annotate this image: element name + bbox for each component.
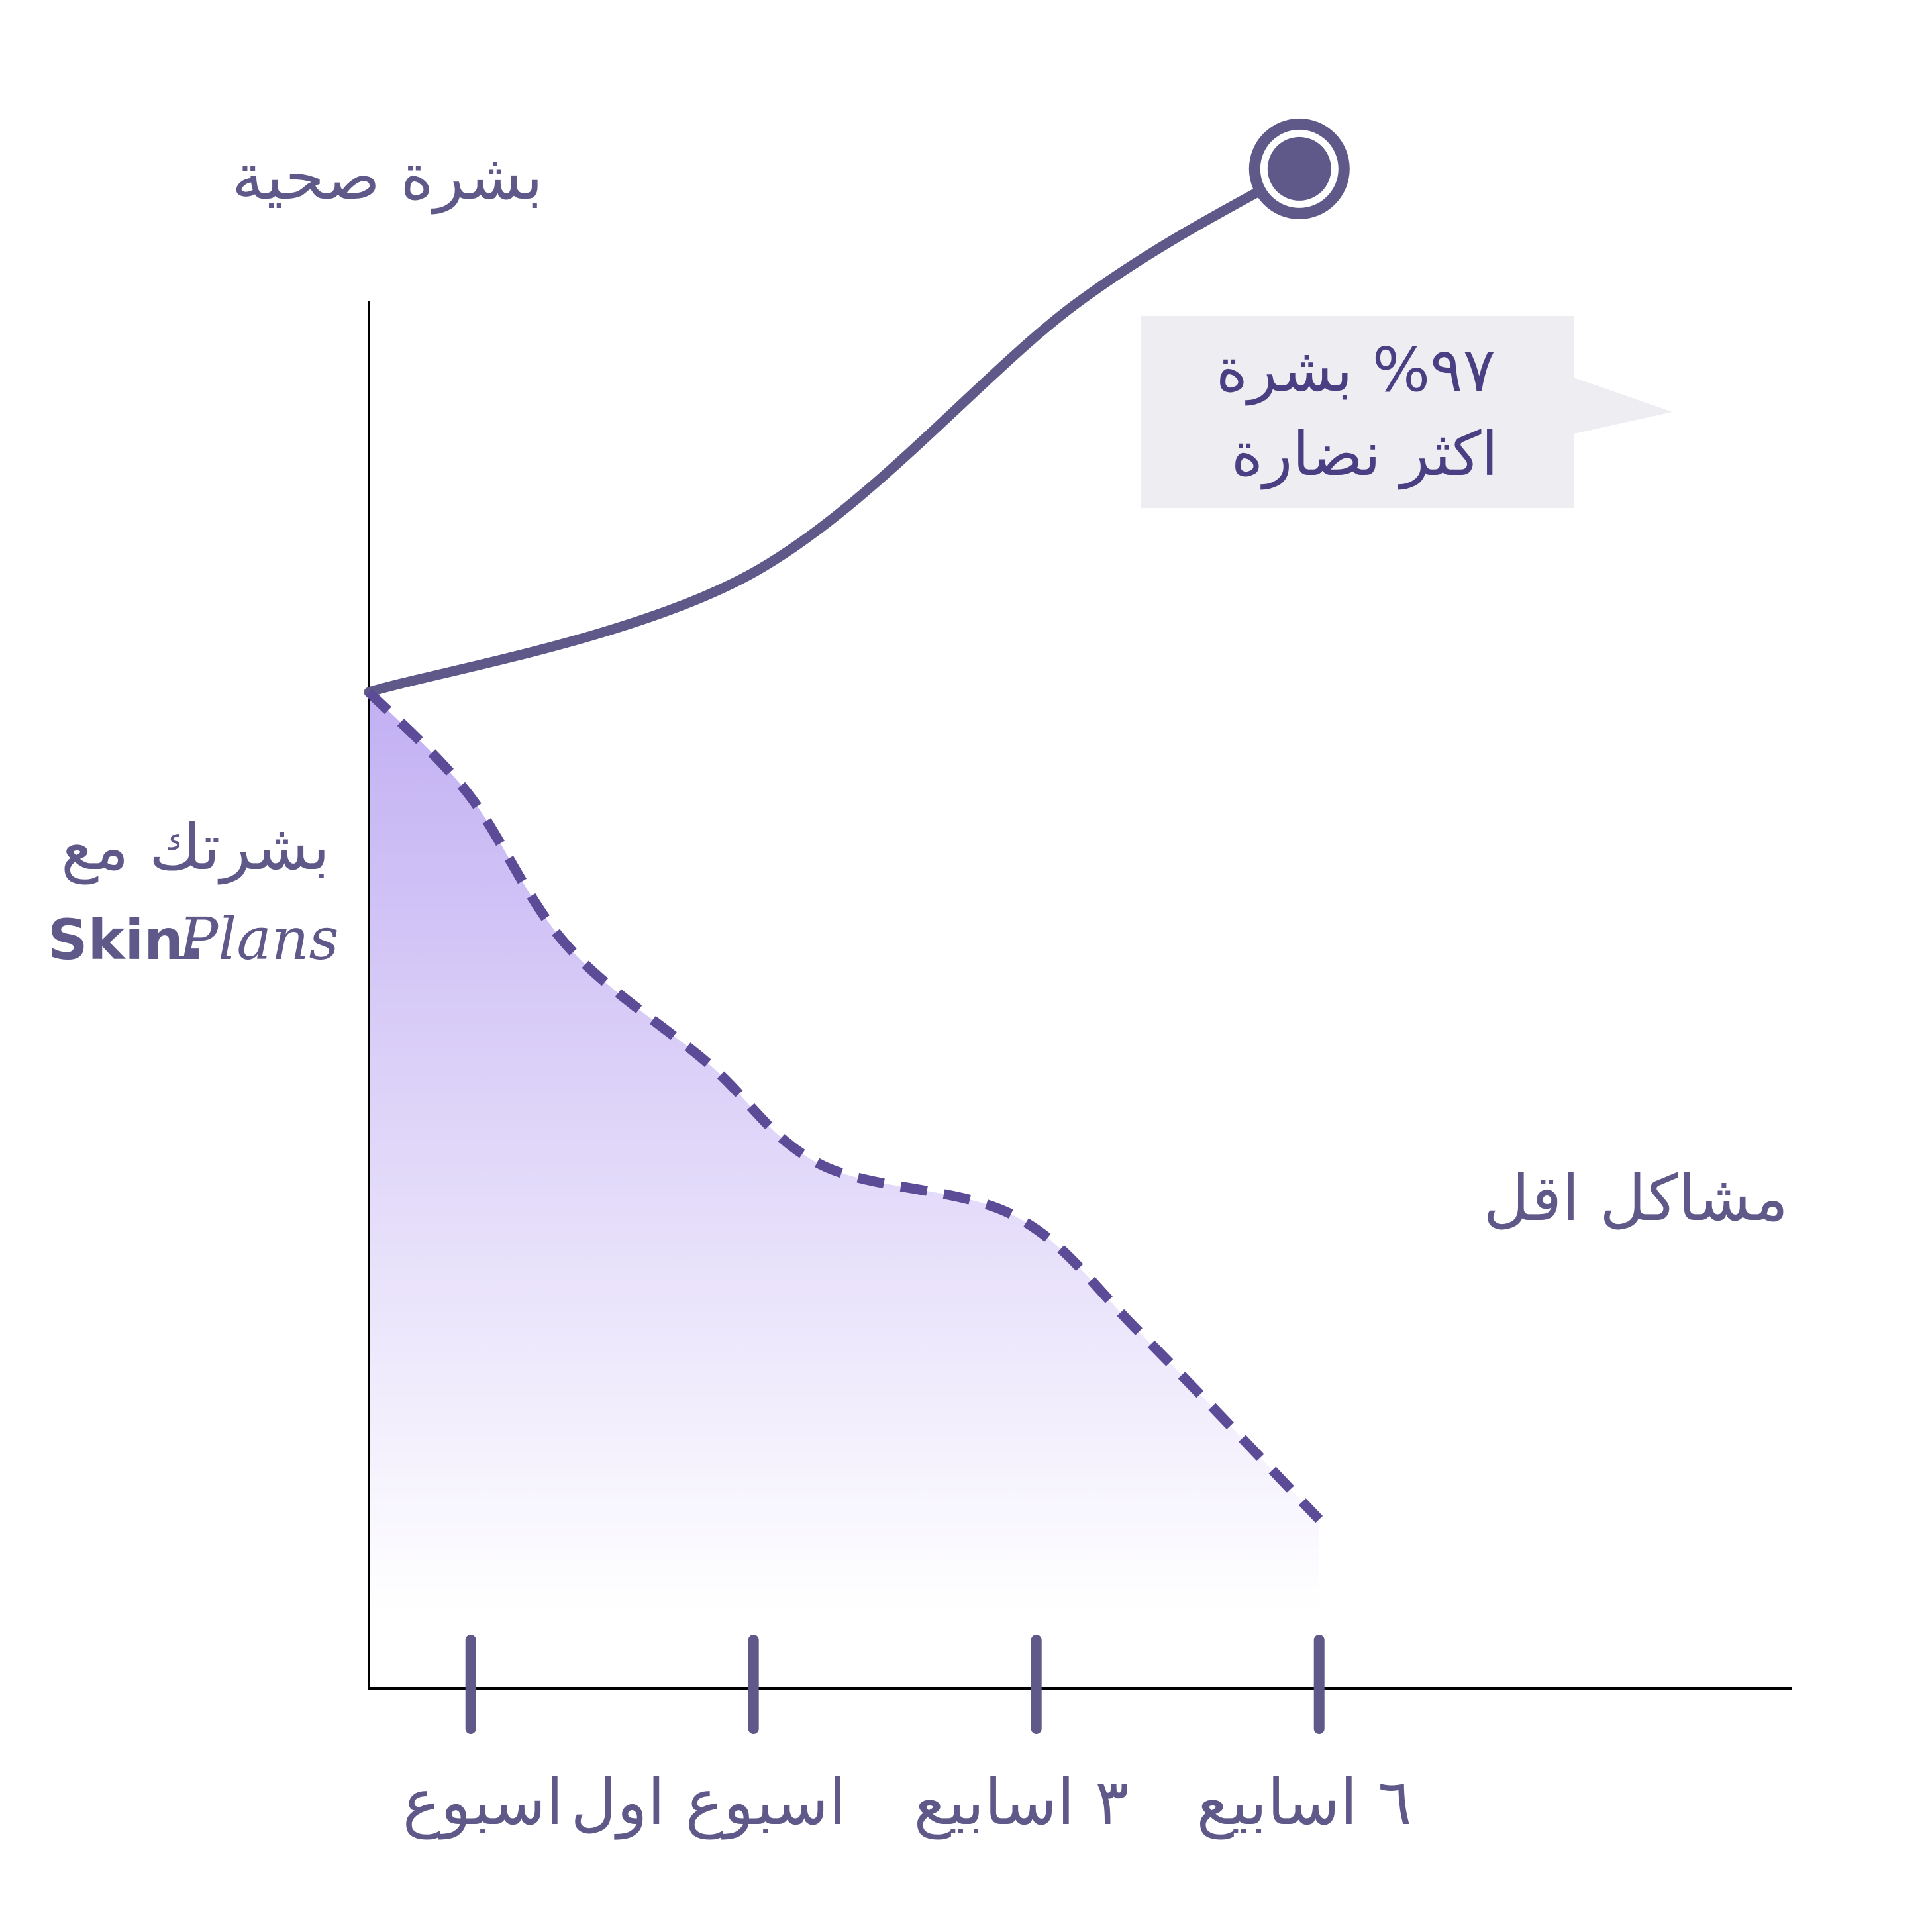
series-1-area bbox=[369, 692, 1319, 1612]
brand-logo-plans: Plans bbox=[178, 905, 339, 973]
series-layer bbox=[364, 118, 1350, 1523]
annotation-pointer bbox=[1574, 378, 1672, 434]
x-tick-label: اسبوع اول bbox=[570, 1765, 846, 1840]
series-1-line bbox=[365, 688, 1323, 1523]
ticks-layer: اسبوع اسبوع اول ٣ اسابيع ٦ اسابيع bbox=[403, 1635, 1412, 1840]
brand-logo: Skin. Plans bbox=[48, 905, 339, 973]
series-0-end-marker-dot bbox=[1267, 136, 1331, 201]
start-label: بشرتك مع bbox=[61, 810, 330, 885]
x-tick-label: ٦ اسابيع bbox=[1196, 1765, 1411, 1840]
x-tick-label: ٣ اسابيع bbox=[913, 1765, 1129, 1840]
x-tick-label: اسبوع bbox=[403, 1765, 564, 1840]
series-0-line bbox=[364, 164, 1305, 697]
brand-logo-skin: Skin. bbox=[48, 907, 205, 972]
annotation-callout: ٩٧% بشرة اكثر نضارة bbox=[1141, 316, 1672, 508]
series-label: مشاكل اقل bbox=[1484, 1161, 1789, 1235]
annotation-line-2: اكثر نضارة bbox=[1231, 419, 1498, 490]
area-layer bbox=[369, 692, 1319, 1612]
y-axis-label: بشرة صحية bbox=[232, 140, 543, 215]
annotation-box bbox=[1141, 316, 1574, 508]
annotation-line-1: ٩٧% بشرة bbox=[1216, 334, 1496, 406]
